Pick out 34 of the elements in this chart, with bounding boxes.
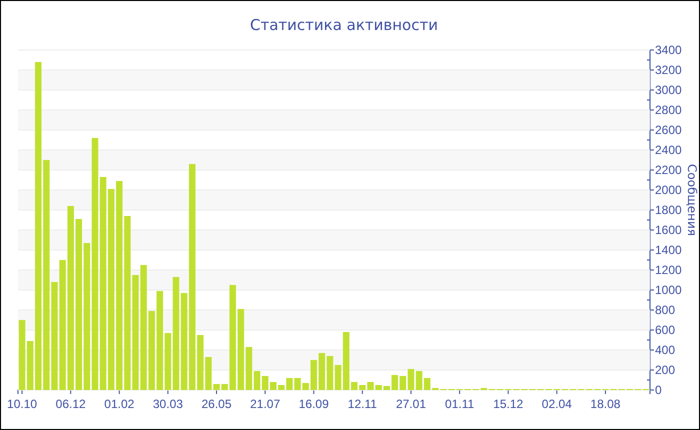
x-tick-label: 02.04 bbox=[542, 396, 572, 411]
x-tick-label: 01.11 bbox=[445, 396, 474, 411]
x-tick-label: 06.12 bbox=[56, 396, 86, 411]
y-tick-label: 1000 bbox=[655, 282, 682, 297]
x-tick-label: 27.01 bbox=[396, 396, 426, 411]
chart-title: Статистика активности bbox=[250, 16, 438, 34]
y-tick-label: 2400 bbox=[655, 142, 682, 157]
y-tick-label: 0 bbox=[655, 382, 662, 397]
y-tick-label: 2600 bbox=[655, 122, 682, 137]
bar bbox=[172, 277, 180, 390]
y-tick-label: 1600 bbox=[655, 222, 682, 237]
y-tick-label: 400 bbox=[655, 342, 676, 357]
y-tick-label: 1400 bbox=[655, 242, 682, 257]
y-tick-label: 1800 bbox=[655, 202, 682, 217]
y-tick-label: 2000 bbox=[655, 182, 682, 197]
y-tick-label: 2200 bbox=[655, 162, 682, 177]
x-tick-label: 16.09 bbox=[298, 396, 330, 411]
x-tick-label: 18.08 bbox=[590, 396, 621, 411]
x-tick-label: 21.07 bbox=[250, 396, 280, 411]
y-tick-label: 3200 bbox=[655, 62, 682, 77]
x-tick-label: 01.02 bbox=[104, 396, 135, 411]
y-tick-label: 200 bbox=[655, 362, 676, 377]
x-tick-label: 10.10 bbox=[7, 396, 38, 411]
x-tick-label: 12.11 bbox=[348, 396, 378, 411]
x-tick-label: 30.03 bbox=[152, 396, 184, 411]
y-tick-label: 1200 bbox=[655, 262, 682, 277]
y-tick-label: 3000 bbox=[655, 82, 682, 97]
y-axis-title: Сообщения bbox=[685, 164, 699, 236]
x-tick-label: 26.05 bbox=[201, 396, 232, 411]
y-tick-label: 600 bbox=[655, 322, 676, 337]
y-tick-label: 800 bbox=[655, 302, 676, 317]
x-tick-label: 15.12 bbox=[493, 396, 524, 411]
y-tick-label: 2800 bbox=[655, 102, 682, 117]
y-tick-label: 3400 bbox=[655, 42, 682, 57]
